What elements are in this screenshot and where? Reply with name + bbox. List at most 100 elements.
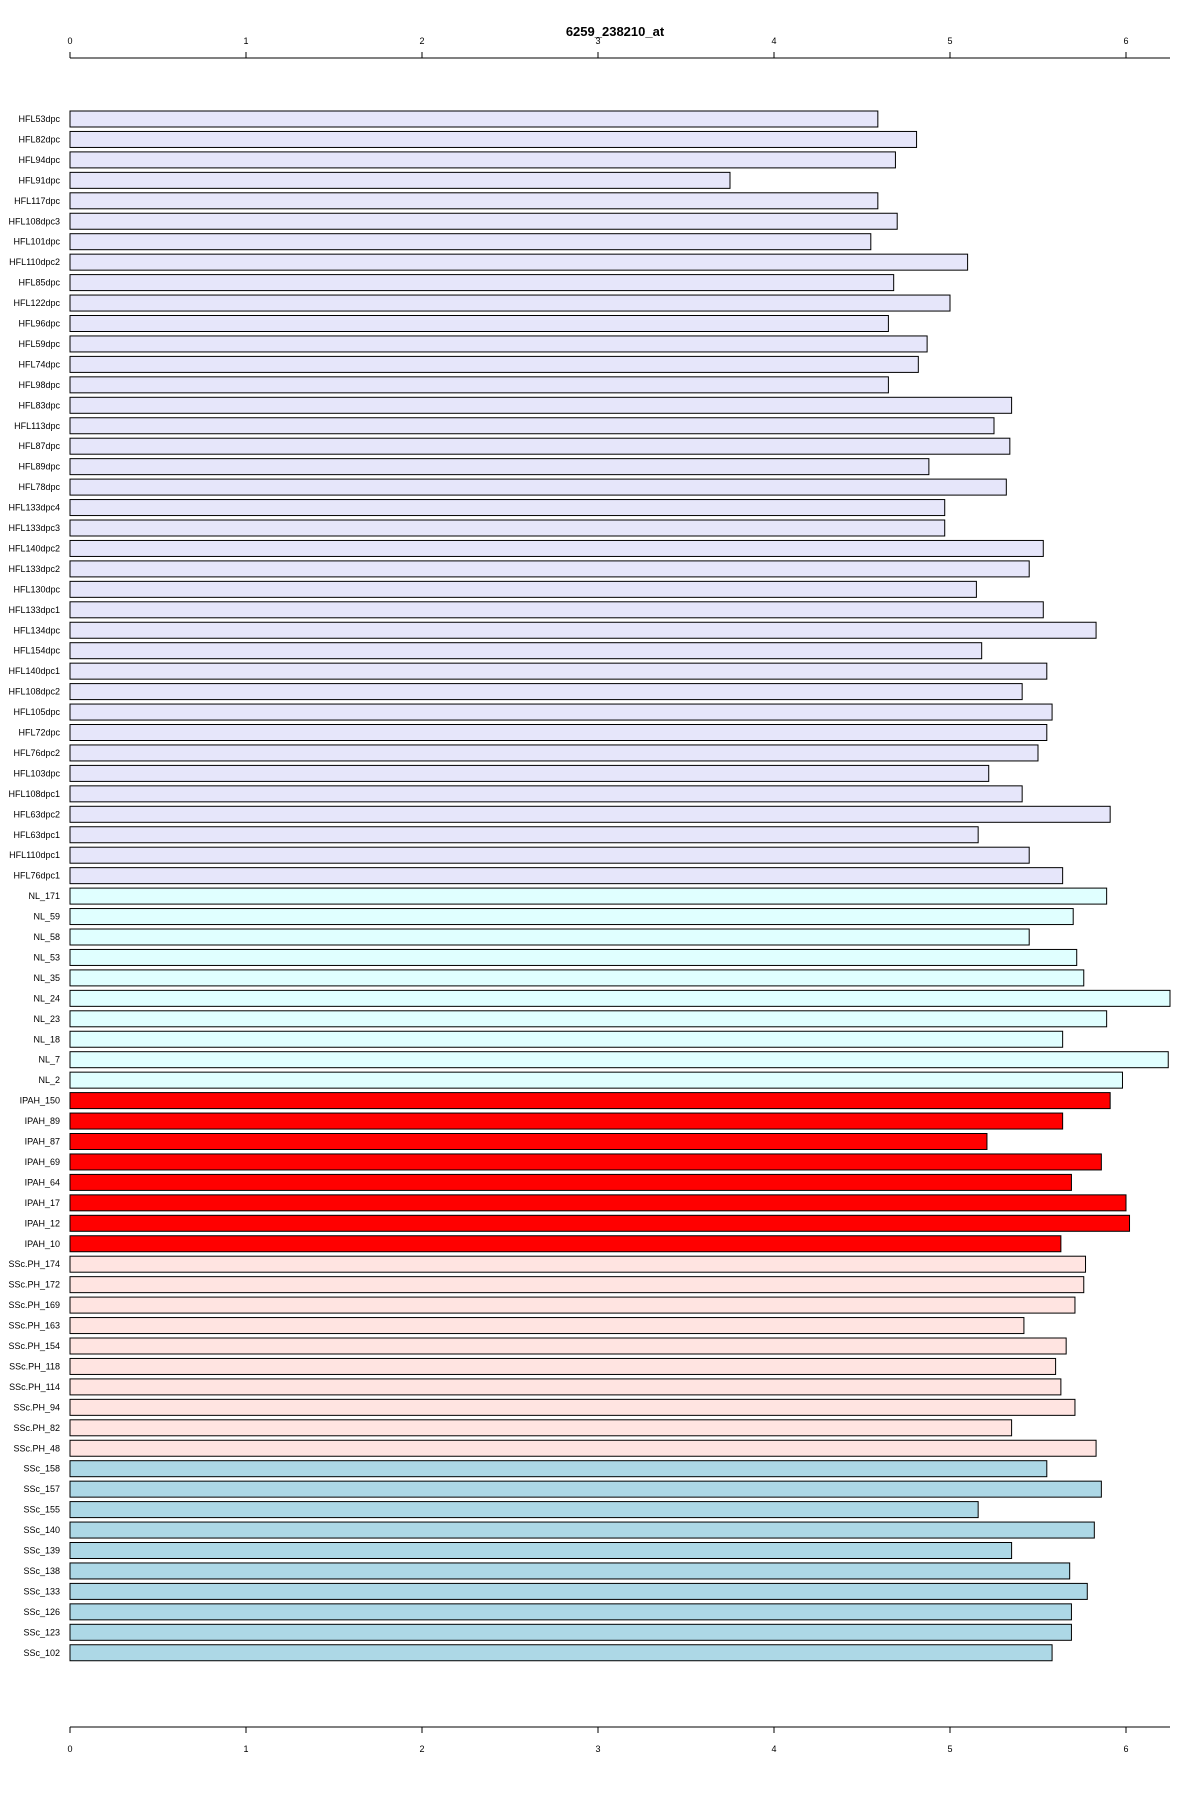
bar — [69, 785, 1023, 803]
category-label: HFL91dpc — [18, 175, 60, 185]
category-label: IPAH_64 — [25, 1177, 60, 1187]
category-label: HFL83dpc — [18, 400, 60, 410]
category-label: HFL140dpc1 — [8, 666, 60, 676]
bar — [69, 1296, 1076, 1314]
category-label: NL_58 — [33, 932, 60, 942]
category-label: SSc_123 — [23, 1627, 60, 1637]
bar — [69, 151, 896, 169]
category-label: HFL110dpc1 — [9, 850, 60, 860]
bar — [69, 1582, 1088, 1600]
bar — [69, 724, 1048, 741]
category-label: SSc_126 — [23, 1607, 60, 1617]
top-tick-label: 3 — [595, 36, 600, 46]
category-label: HFL122dpc — [13, 298, 60, 308]
category-label: HFL63dpc2 — [13, 809, 60, 819]
bar — [69, 294, 951, 312]
category-label: HFL63dpc1 — [13, 830, 60, 840]
bar — [69, 1439, 1097, 1457]
category-label: SSc.PH_82 — [13, 1423, 60, 1433]
category-label: SSc_102 — [23, 1648, 60, 1658]
bar — [69, 662, 1048, 680]
category-label: NL_59 — [33, 912, 60, 922]
bar — [69, 1460, 1048, 1478]
bottom-axis: 0 1 2 3 4 5 6 — [67, 1726, 1170, 1754]
bar — [69, 1112, 1064, 1130]
bottom-tick-label: 0 — [67, 1744, 72, 1754]
bar — [69, 458, 930, 476]
category-label: SSc_155 — [23, 1505, 60, 1515]
top-tick-label: 6 — [1123, 36, 1128, 46]
bar — [69, 1378, 1062, 1396]
top-tick-label: 1 — [243, 36, 248, 46]
top-tick-label: 4 — [771, 36, 776, 46]
category-label: SSc.PH_94 — [13, 1402, 60, 1412]
bar — [69, 1276, 1085, 1294]
bottom-tick-label: 4 — [771, 1744, 776, 1754]
category-label: SSc.PH_163 — [8, 1321, 60, 1331]
category-label: SSc.PH_114 — [9, 1382, 60, 1392]
category-label: HFL78dpc — [18, 482, 60, 492]
category-label: HFL108dpc1 — [8, 789, 60, 799]
bottom-tick-label: 5 — [947, 1744, 952, 1754]
bar — [69, 908, 1074, 926]
category-label: SSc.PH_118 — [9, 1361, 60, 1371]
bar — [69, 499, 946, 517]
category-label: SSc.PH_169 — [8, 1300, 60, 1310]
bar — [69, 1194, 1127, 1212]
bar — [69, 1542, 1013, 1559]
category-label: HFL76dpc2 — [13, 748, 60, 758]
bar — [69, 846, 1030, 864]
category-label: HFL113dpc — [14, 421, 60, 431]
category-label: IPAH_10 — [25, 1239, 60, 1249]
bar — [69, 130, 918, 148]
bar — [69, 989, 1171, 1007]
category-label: SSc_158 — [23, 1464, 60, 1474]
bars — [69, 110, 1171, 1662]
bar — [69, 1480, 1102, 1498]
top-tick-label: 5 — [947, 36, 952, 46]
category-label: SSc_138 — [23, 1566, 60, 1576]
category-label: HFL133dpc1 — [8, 605, 60, 615]
category-label: SSc.PH_174 — [8, 1259, 60, 1269]
category-label: HFL108dpc3 — [8, 216, 60, 226]
category-label: HFL105dpc — [13, 707, 60, 717]
category-label: HFL117dpc — [14, 196, 60, 206]
category-label: IPAH_12 — [25, 1218, 60, 1228]
bar — [69, 355, 919, 373]
category-label: SSc_139 — [23, 1546, 60, 1556]
category-label: IPAH_150 — [20, 1096, 60, 1106]
bar — [69, 437, 1011, 455]
bar — [69, 171, 731, 189]
category-label: HFL53dpc — [18, 114, 60, 124]
bar — [69, 1603, 1072, 1621]
bar — [69, 1337, 1067, 1355]
category-label: SSc.PH_172 — [8, 1280, 60, 1290]
bar — [69, 233, 872, 251]
bottom-tick-label: 1 — [243, 1744, 248, 1754]
bar — [69, 315, 889, 332]
category-label: SSc.PH_154 — [8, 1341, 60, 1351]
category-label: HFL154dpc — [13, 646, 60, 656]
bar — [69, 621, 1097, 639]
bar — [69, 887, 1108, 905]
bar — [69, 1153, 1102, 1171]
category-label: NL_53 — [33, 952, 60, 962]
bar — [69, 417, 995, 435]
category-label: NL_171 — [28, 891, 60, 901]
category-label: NL_7 — [38, 1055, 60, 1065]
bar — [69, 683, 1023, 701]
category-label: HFL134dpc — [13, 625, 60, 635]
top-tick-label: 0 — [67, 36, 72, 46]
category-label: IPAH_17 — [25, 1198, 60, 1208]
bar — [69, 703, 1053, 721]
category-label: NL_35 — [33, 973, 60, 983]
bar — [69, 1255, 1087, 1273]
category-label: IPAH_69 — [25, 1157, 60, 1167]
category-label: SSc_140 — [23, 1525, 60, 1535]
bar — [69, 1644, 1053, 1662]
bar — [69, 1501, 979, 1519]
category-label: IPAH_87 — [25, 1137, 60, 1147]
bar — [69, 396, 1013, 414]
category-labels: HFL53dpc HFL82dpc HFL94dpc HFL91dpc HFL117dp… — [8, 114, 60, 1658]
bottom-tick-label: 6 — [1123, 1744, 1128, 1754]
